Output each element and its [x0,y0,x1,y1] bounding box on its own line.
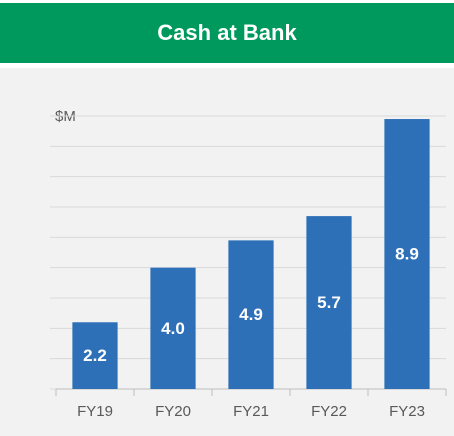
data-label: 2.2 [83,346,107,365]
x-tick-label: FY22 [311,403,347,420]
bar [228,240,274,389]
bar [72,322,118,389]
bar [384,119,430,390]
x-tick-label: FY19 [77,403,113,420]
x-tick-label: FY23 [389,403,425,420]
x-tick-label: FY21 [233,403,269,420]
data-label: 4.9 [239,305,263,324]
chart-title: Cash at Bank [157,20,297,45]
data-label: 8.9 [395,245,419,264]
x-tick-label: FY20 [155,403,191,420]
bar [150,267,196,389]
data-label: 5.7 [317,293,341,312]
data-label: 4.0 [161,319,185,338]
title-bar [0,3,454,63]
bar [306,216,352,389]
